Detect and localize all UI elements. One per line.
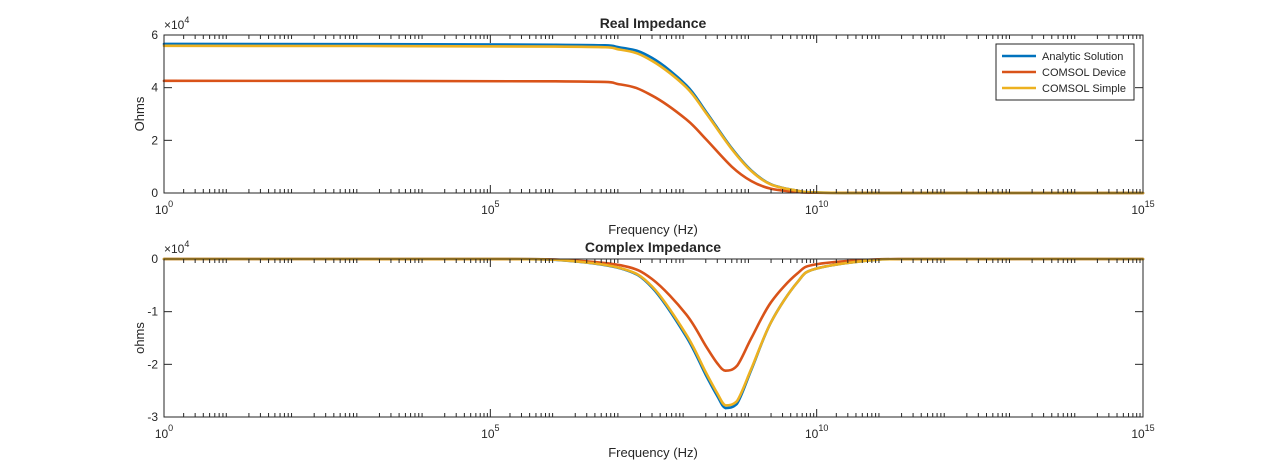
y-tick-label: 2 [151, 133, 158, 147]
y-tick-label: 4 [151, 81, 158, 95]
legend-entry: COMSOL Simple [1042, 83, 1126, 95]
x-tick-label: 100 [155, 423, 173, 441]
axes-frame [163, 258, 1144, 418]
y-multiplier-label: ×104 [164, 15, 189, 32]
legend-entry: Analytic Solution [1042, 51, 1123, 63]
plot-area [163, 258, 1144, 418]
x-tick-label: 1010 [805, 199, 828, 217]
y-axis-label: ohms [132, 322, 147, 354]
y-tick-label: 6 [151, 28, 158, 42]
y-multiplier-label: ×104 [164, 239, 189, 256]
y-axis-label: Ohms [132, 96, 147, 131]
x-axis-label: Frequency (Hz) [608, 445, 698, 460]
x-axis-label: Frequency (Hz) [608, 222, 698, 237]
y-tick-label: -2 [147, 357, 158, 371]
real-impedance-chart: 100 105 1010 1015 0 2 4 6 Real Impedance Freque… [132, 15, 1155, 237]
x-tick-label: 1015 [1131, 423, 1154, 441]
x-tick-label: 105 [481, 423, 499, 441]
x-tick-label: 105 [481, 199, 499, 217]
legend-entry: COMSOL Device [1042, 67, 1126, 79]
y-tick-label: 0 [151, 252, 158, 266]
x-tick-label: 1010 [805, 423, 828, 441]
y-tick-label: -3 [147, 410, 158, 424]
y-tick-label: -1 [147, 305, 158, 319]
y-tick-label: 0 [151, 186, 158, 200]
x-tick-label: 1015 [1131, 199, 1154, 217]
complex-impedance-chart: 100 105 1010 1015-3-2-10 Complex Impedance … [132, 239, 1155, 460]
chart-title: Complex Impedance [585, 239, 721, 255]
x-tick-label: 100 [155, 199, 173, 217]
axes-frame [163, 34, 1144, 194]
chart-title: Real Impedance [600, 15, 707, 31]
